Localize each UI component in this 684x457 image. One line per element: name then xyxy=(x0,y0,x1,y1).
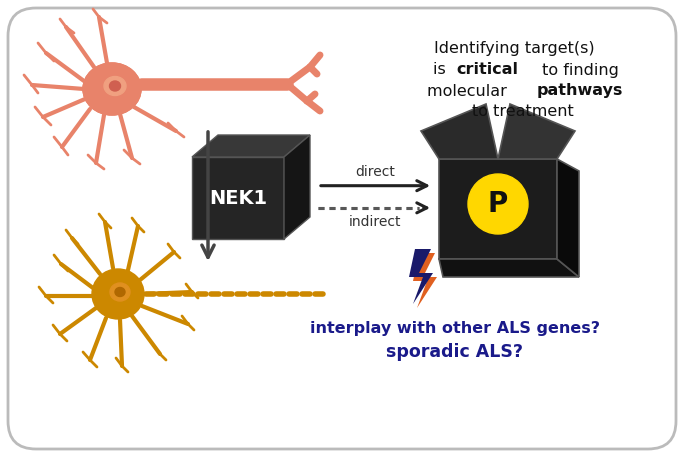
FancyBboxPatch shape xyxy=(439,159,557,259)
Text: molecular: molecular xyxy=(427,84,512,99)
Text: direct: direct xyxy=(356,165,395,179)
Text: is: is xyxy=(433,63,451,78)
Polygon shape xyxy=(192,135,310,157)
Polygon shape xyxy=(284,135,310,239)
Ellipse shape xyxy=(83,63,141,115)
Circle shape xyxy=(468,174,528,234)
Polygon shape xyxy=(557,159,579,277)
Text: sporadic ALS?: sporadic ALS? xyxy=(386,343,523,361)
Ellipse shape xyxy=(110,283,130,301)
Ellipse shape xyxy=(92,269,144,319)
Polygon shape xyxy=(421,104,498,159)
Text: pathways: pathways xyxy=(537,84,624,99)
Polygon shape xyxy=(439,259,579,277)
Polygon shape xyxy=(413,253,437,308)
Text: P: P xyxy=(488,190,508,218)
Ellipse shape xyxy=(83,63,141,115)
Ellipse shape xyxy=(115,287,125,297)
Text: Identifying target(s): Identifying target(s) xyxy=(434,42,594,57)
FancyBboxPatch shape xyxy=(8,8,676,449)
FancyBboxPatch shape xyxy=(192,157,284,239)
Text: NEK1: NEK1 xyxy=(209,188,267,207)
Ellipse shape xyxy=(109,81,120,91)
Text: interplay with other ALS genes?: interplay with other ALS genes? xyxy=(310,322,600,336)
Polygon shape xyxy=(498,104,575,159)
Text: to finding: to finding xyxy=(537,63,618,78)
Polygon shape xyxy=(409,249,433,304)
Text: critical: critical xyxy=(456,63,518,78)
Text: to treatment: to treatment xyxy=(472,105,574,119)
Ellipse shape xyxy=(104,76,126,96)
Text: indirect: indirect xyxy=(350,215,402,229)
